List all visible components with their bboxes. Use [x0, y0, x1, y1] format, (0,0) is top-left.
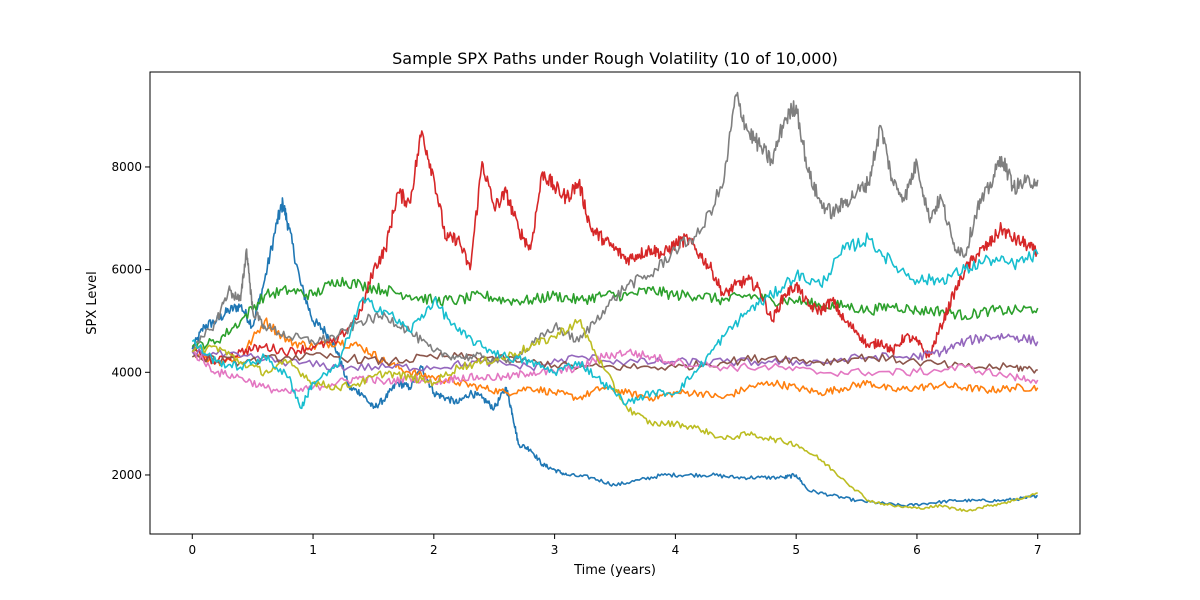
series-path-4	[191, 130, 1039, 365]
x-tick-label: 1	[309, 543, 317, 557]
plot-lines	[191, 91, 1039, 513]
y-tick-label: 4000	[111, 365, 142, 379]
x-tick-label: 0	[188, 543, 196, 557]
plot-frame	[149, 71, 1081, 535]
series-path-6	[191, 351, 1038, 374]
y-tick-label: 8000	[111, 160, 142, 174]
y-tick-label: 6000	[111, 263, 142, 277]
x-tick-label: 2	[430, 543, 438, 557]
y-tick-label: 2000	[111, 468, 142, 482]
x-tick-label: 5	[792, 543, 800, 557]
x-axis-label: Time (years)	[573, 563, 656, 578]
series-path-9	[191, 318, 1038, 513]
y-axis-ticks: 2000 4000 6000 8000	[111, 160, 150, 482]
x-tick-label: 4	[672, 543, 680, 557]
x-tick-label: 7	[1034, 543, 1042, 557]
series-path-8	[191, 91, 1039, 365]
x-tick-label: 6	[913, 543, 921, 557]
chart-title: Sample SPX Paths under Rough Volatility …	[392, 49, 838, 68]
series-path-1	[191, 197, 1038, 508]
series-path-7	[191, 348, 1039, 395]
series-path-10	[191, 232, 1039, 410]
series-path-3	[191, 276, 1039, 352]
x-tick-label: 3	[551, 543, 559, 557]
y-axis-label: SPX Level	[85, 271, 100, 334]
x-axis-ticks: 0 1 2 3 4 5 6 7	[188, 534, 1042, 557]
